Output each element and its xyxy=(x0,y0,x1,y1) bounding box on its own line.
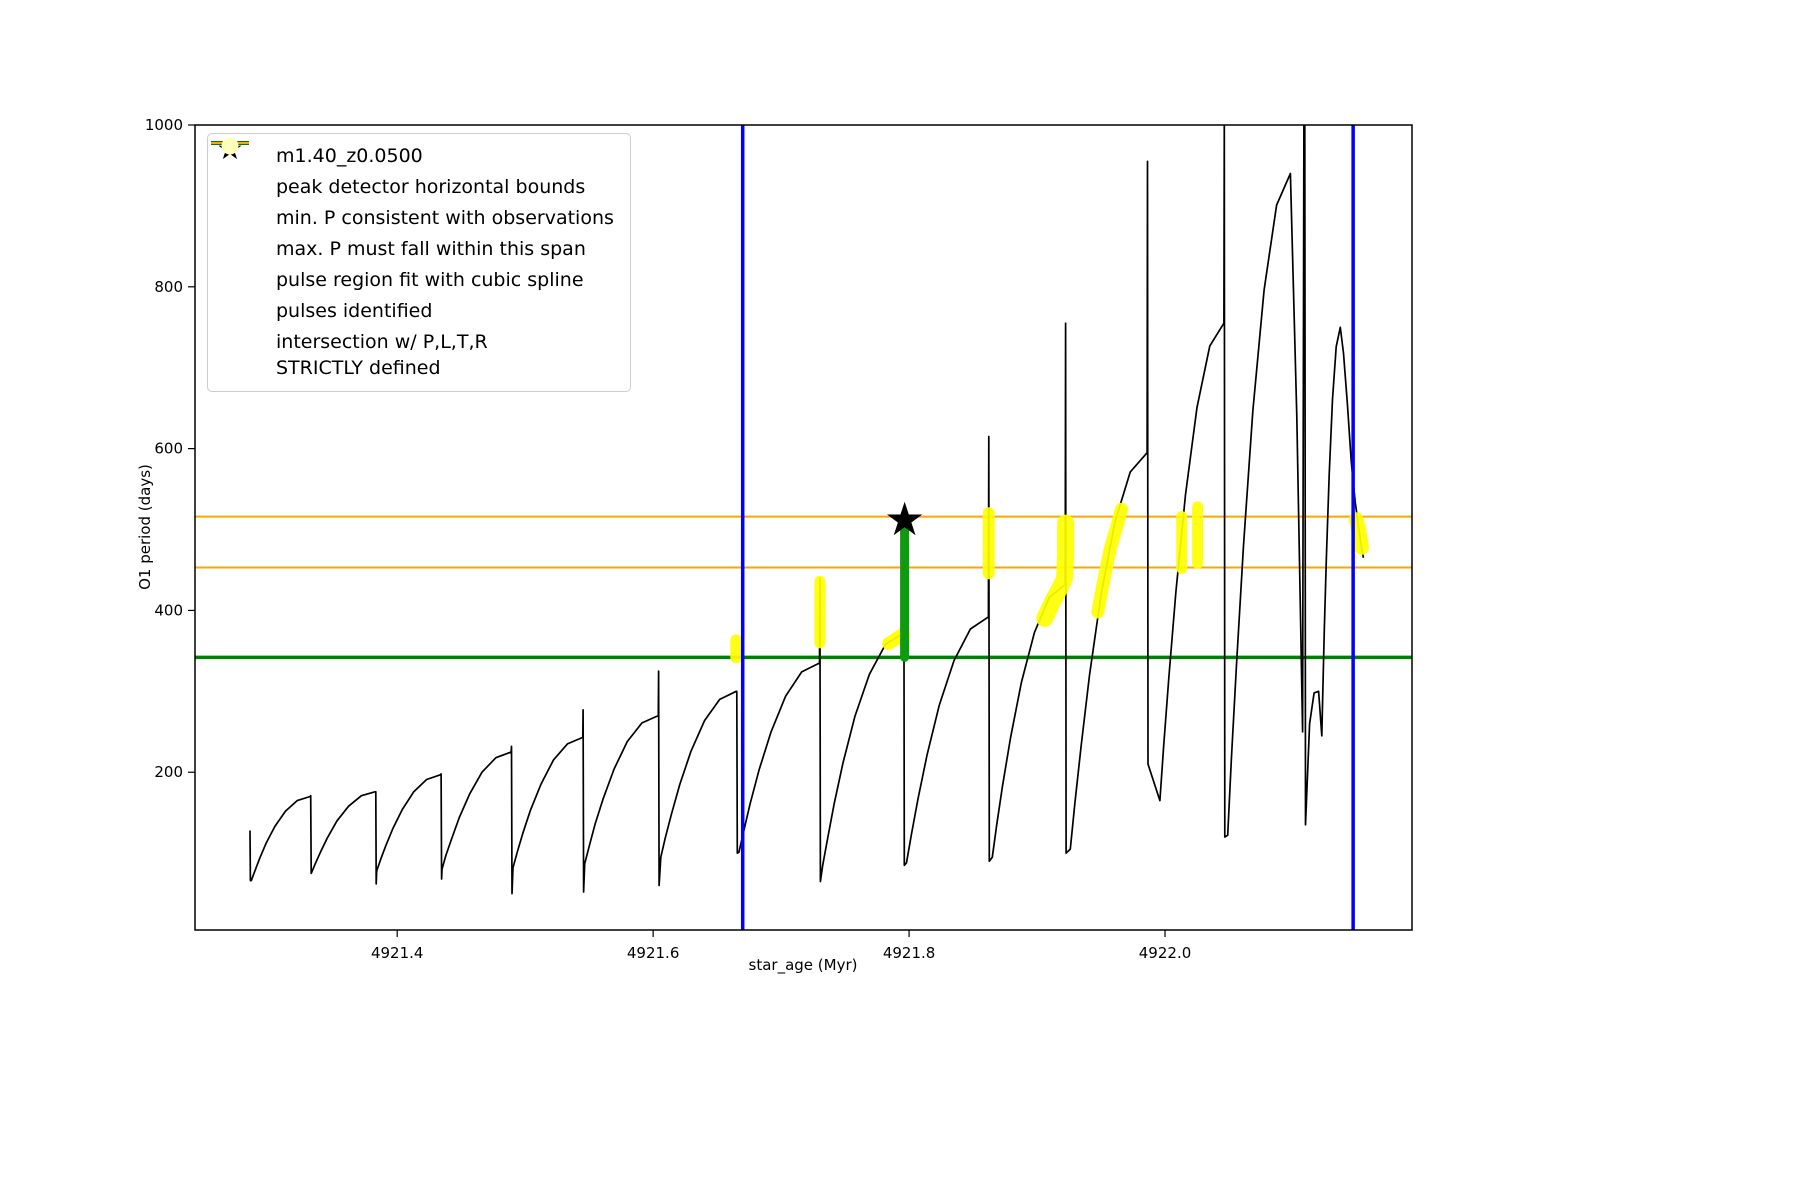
legend-label-intersection: intersection w/ P,L,T,R STRICTLY defined xyxy=(276,331,488,379)
y-tick-label: 800 xyxy=(154,278,183,296)
legend-label-peak-bounds: peak detector horizontal bounds xyxy=(276,176,586,199)
legend-item-peak-bounds: peak detector horizontal bounds xyxy=(211,141,614,200)
x-tick-label: 4921.8 xyxy=(883,944,936,962)
x-tick-label: 4921.4 xyxy=(371,944,424,962)
y-tick-label: 400 xyxy=(154,601,183,619)
legend-item-main-series: m1.40_z0.0500 xyxy=(211,140,614,169)
chart-ticks-layer: 4921.4 4921.6 4921.8 4922.0 200 400 600 800 1000 xyxy=(145,116,1413,962)
y-tick-label: 200 xyxy=(154,763,183,781)
intersection-segment xyxy=(1036,514,1075,627)
x-tick-label: 4921.6 xyxy=(627,944,680,962)
x-tick-label: 4922.0 xyxy=(1139,944,1192,962)
intersection-segment xyxy=(1091,502,1128,619)
legend-label-pulses: pulses identified xyxy=(276,300,433,323)
legend-item-min-p: min. P consistent with observations xyxy=(211,141,614,231)
legend: m1.40_z0.0500 peak detector horizontal b… xyxy=(207,133,631,392)
legend-label-pulse-fit: pulse region fit with cubic spline xyxy=(276,269,584,292)
chart-under-layer xyxy=(195,515,1412,660)
legend-item-pulse-fit: pulse region fit with cubic spline xyxy=(218,138,614,293)
y-tick-label: 600 xyxy=(154,440,183,458)
legend-label-min-p: min. P consistent with observations xyxy=(276,207,614,230)
pulse-star-icon: ★ xyxy=(884,492,925,546)
main-series-line xyxy=(249,125,1365,895)
y-tick-label: 1000 xyxy=(145,116,183,134)
legend-label-max-p-span: max. P must fall within this span xyxy=(276,238,586,261)
legend-item-pulses: ★ pulses identified xyxy=(217,134,614,324)
axes-frame xyxy=(194,124,1413,931)
intersection-segment xyxy=(1348,512,1369,555)
chart-series-layer xyxy=(249,125,1365,895)
legend-item-max-p-span: max. P must fall within this span xyxy=(211,142,614,262)
y-axis-label: O1 period (days) xyxy=(136,464,154,590)
chart-over-layer: ★ xyxy=(730,125,1369,930)
legend-label-main-series: m1.40_z0.0500 xyxy=(276,145,423,167)
legend-item-intersection: intersection w/ P,L,T,R STRICTLY defined xyxy=(218,137,614,380)
x-axis-label: star_age (Myr) xyxy=(749,956,858,975)
